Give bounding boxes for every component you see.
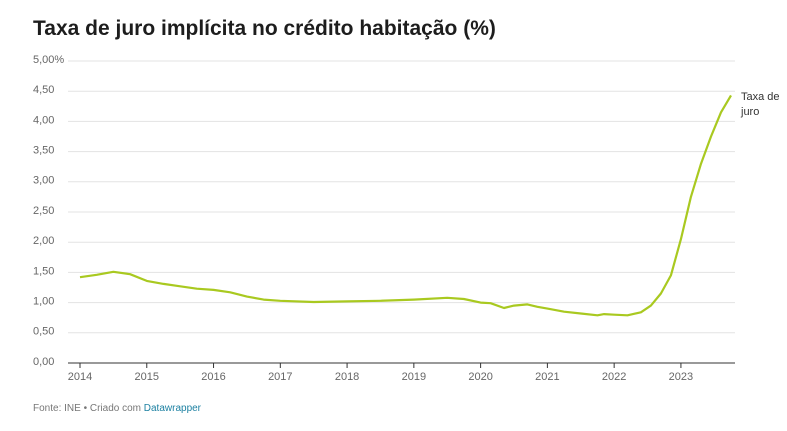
y-tick-label: 2,50 bbox=[33, 205, 54, 217]
x-tick-label: 2020 bbox=[468, 371, 492, 383]
x-tick-label: 2019 bbox=[402, 371, 426, 383]
x-tick-label: 2018 bbox=[335, 371, 359, 383]
y-tick-label: 2,00 bbox=[33, 235, 54, 247]
x-tick-label: 2015 bbox=[135, 371, 159, 383]
chart-title: Taxa de juro implícita no crédito habita… bbox=[33, 17, 496, 40]
source-text: Fonte: INE • Criado com bbox=[33, 403, 141, 414]
x-tick-label: 2016 bbox=[201, 371, 225, 383]
y-tick-label: 4,50 bbox=[33, 84, 54, 96]
y-tick-label: 4,00 bbox=[33, 114, 54, 126]
x-tick-label: 2023 bbox=[669, 371, 693, 383]
x-tick-label: 2014 bbox=[68, 371, 92, 383]
x-tick-label: 2017 bbox=[268, 371, 292, 383]
source: Fonte: INE • Criado com Datawrapper bbox=[33, 403, 201, 414]
series-line bbox=[79, 94, 732, 317]
credit: Datawrapper bbox=[143, 403, 202, 414]
y-tick-label: 0,00 bbox=[33, 356, 54, 368]
y-tick-label: 0,50 bbox=[33, 326, 54, 338]
x-tick-label: 2021 bbox=[535, 371, 559, 383]
y-tick-label: 5,00% bbox=[33, 54, 64, 66]
line-label: Taxa de juro bbox=[741, 91, 780, 118]
y-tick-label: 1,50 bbox=[33, 265, 54, 277]
x-tick-label: 2022 bbox=[602, 371, 626, 383]
y-tick-label: 1,00 bbox=[33, 296, 54, 308]
y-tick-label: 3,50 bbox=[33, 145, 54, 157]
y-tick-label: 3,00 bbox=[33, 175, 54, 187]
